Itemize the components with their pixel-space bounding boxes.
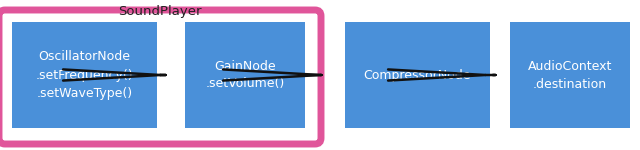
FancyBboxPatch shape [0, 10, 321, 144]
Text: AudioContext
.destination: AudioContext .destination [528, 60, 612, 90]
Text: OscillatorNode
.setFrequency()
.setWaveType(): OscillatorNode .setFrequency() .setWaveT… [36, 51, 133, 99]
FancyBboxPatch shape [185, 22, 305, 128]
FancyBboxPatch shape [510, 22, 630, 128]
Text: SoundPlayer: SoundPlayer [118, 4, 202, 18]
Text: CompressorNode: CompressorNode [364, 69, 471, 81]
FancyBboxPatch shape [12, 22, 157, 128]
Text: GainNode
.setVolume(): GainNode .setVolume() [205, 60, 285, 90]
FancyBboxPatch shape [345, 22, 490, 128]
